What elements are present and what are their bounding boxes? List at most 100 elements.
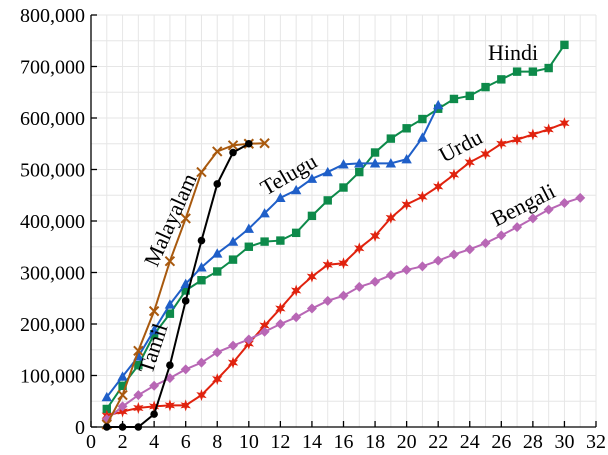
x-tick-label: 20 xyxy=(397,431,417,453)
y-tick-label: 600,000 xyxy=(20,108,85,130)
data-point xyxy=(385,270,396,281)
grid xyxy=(91,14,597,427)
data-point xyxy=(417,190,428,203)
data-point xyxy=(307,211,317,221)
series-group xyxy=(101,40,586,431)
data-point xyxy=(133,401,144,414)
data-point xyxy=(322,258,333,271)
data-point xyxy=(245,139,253,148)
data-point xyxy=(512,222,523,233)
data-point xyxy=(117,389,128,401)
data-point xyxy=(260,237,269,246)
data-point xyxy=(338,159,349,169)
data-point xyxy=(527,128,539,141)
series-line-telugu xyxy=(105,104,440,398)
data-point xyxy=(432,180,444,193)
data-point xyxy=(322,295,333,306)
data-point xyxy=(338,290,349,301)
data-point xyxy=(150,410,158,418)
data-point xyxy=(243,223,255,233)
data-point xyxy=(197,236,206,245)
x-tick-label: 30 xyxy=(554,431,574,453)
data-point xyxy=(543,204,554,215)
series-label-hindi: Hindi xyxy=(488,40,538,65)
data-point xyxy=(227,236,239,246)
data-point xyxy=(370,148,380,157)
x-tick-label: 16 xyxy=(334,431,354,453)
data-point xyxy=(275,302,286,315)
data-point xyxy=(322,166,333,177)
data-point xyxy=(465,91,474,101)
data-point xyxy=(227,140,239,151)
y-tick-label: 100,000 xyxy=(20,366,85,388)
series-tamil xyxy=(102,139,253,431)
data-point xyxy=(497,75,506,84)
data-point xyxy=(449,94,459,104)
data-point xyxy=(481,82,490,92)
data-point xyxy=(401,198,412,211)
x-tick-label: 8 xyxy=(212,431,222,453)
data-point xyxy=(306,173,318,183)
data-point xyxy=(196,262,207,272)
data-point xyxy=(259,138,270,149)
y-tick-label: 400,000 xyxy=(20,211,85,233)
data-point xyxy=(228,340,239,351)
data-point xyxy=(464,156,475,169)
x-tick-label: 6 xyxy=(181,431,191,453)
y-tick-label: 800,000 xyxy=(20,5,85,27)
data-point xyxy=(291,228,301,238)
data-point xyxy=(166,361,174,370)
x-tick-label: 22 xyxy=(428,431,448,453)
data-point xyxy=(528,67,538,76)
data-point xyxy=(338,257,349,270)
x-tick-label: 18 xyxy=(365,431,385,453)
series-urdu xyxy=(101,117,570,422)
tick-labels: 0 2 4 6 8 10 12 14 16 18 20 22 24 26 28 30 320100,000200… xyxy=(20,5,606,453)
x-tick-label: 10 xyxy=(239,431,259,453)
data-point xyxy=(276,236,285,245)
data-point xyxy=(133,390,144,401)
data-point xyxy=(448,249,459,260)
data-point xyxy=(164,255,176,267)
data-point xyxy=(385,158,397,168)
data-point xyxy=(306,270,318,283)
data-point xyxy=(102,404,111,414)
data-point xyxy=(369,158,381,168)
data-point xyxy=(417,132,428,142)
data-point xyxy=(212,146,223,157)
data-point xyxy=(213,180,222,188)
data-point xyxy=(164,299,176,309)
y-tick-label: 0 xyxy=(75,417,85,439)
data-point xyxy=(165,309,175,318)
data-point xyxy=(369,229,381,242)
data-point xyxy=(480,148,491,161)
data-point xyxy=(496,137,507,150)
data-point xyxy=(290,184,302,195)
x-tick-label: 26 xyxy=(491,431,511,453)
data-point xyxy=(291,312,302,323)
data-point xyxy=(496,230,507,241)
data-point xyxy=(102,423,111,431)
data-point xyxy=(197,276,206,285)
data-point xyxy=(339,183,348,192)
series-line-tamil xyxy=(106,142,250,428)
series-telugu xyxy=(101,99,444,402)
data-point xyxy=(575,192,586,203)
data-point xyxy=(527,213,538,224)
x-tick-label: 32 xyxy=(586,431,606,453)
data-point xyxy=(480,238,491,249)
data-point xyxy=(417,261,428,272)
data-point xyxy=(354,242,365,255)
data-point xyxy=(101,391,112,402)
data-point xyxy=(180,364,191,375)
data-point xyxy=(118,423,127,431)
data-point xyxy=(180,399,191,412)
data-point xyxy=(133,345,144,356)
data-point xyxy=(196,389,207,402)
y-tick-label: 500,000 xyxy=(20,160,85,182)
data-point xyxy=(354,158,365,168)
data-point xyxy=(275,319,286,329)
data-point xyxy=(464,244,475,255)
series-malayalam xyxy=(101,138,270,430)
